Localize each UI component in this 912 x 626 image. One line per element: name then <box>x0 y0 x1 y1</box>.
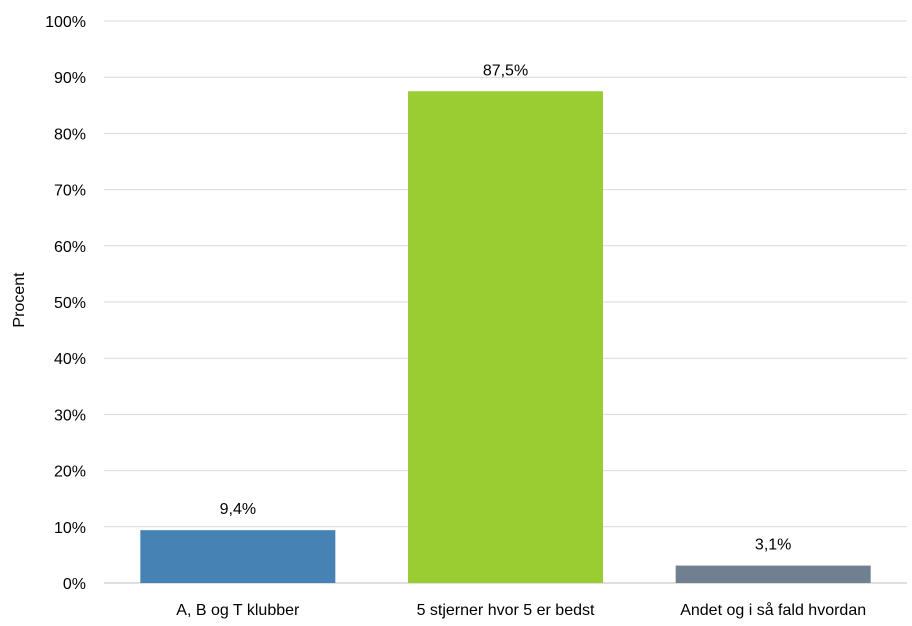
x-tick-label: 5 stjerner hvor 5 er bedst <box>417 602 595 619</box>
y-tick-label: 40% <box>54 351 86 368</box>
bar <box>140 530 336 583</box>
data-label: 3,1% <box>755 537 791 554</box>
x-tick-label: Andet og i så fald hvordan <box>680 601 866 619</box>
x-tick-label: A, B og T klubber <box>176 602 300 619</box>
y-tick-label: 10% <box>54 520 86 537</box>
y-tick-label: 50% <box>54 295 86 312</box>
y-tick-label: 70% <box>54 183 86 200</box>
data-labels: 9,4% 87,5% 3,1% <box>220 62 792 553</box>
y-axis-label: Procent <box>11 272 28 328</box>
y-tick-label: 0% <box>63 576 86 593</box>
y-tick-label: 90% <box>54 70 86 87</box>
y-tick-label: 80% <box>54 126 86 143</box>
y-axis-ticks: 0% 10% 20% 30% 40% 50% 60% 70% 80% 90% 100% <box>45 14 86 593</box>
data-label: 87,5% <box>483 62 528 79</box>
y-tick-label: 20% <box>54 464 86 481</box>
y-tick-label: 100% <box>45 14 86 31</box>
bar <box>408 91 603 583</box>
y-tick-label: 60% <box>54 239 86 256</box>
y-tick-label: 30% <box>54 407 86 424</box>
data-label: 9,4% <box>220 501 256 518</box>
x-axis-ticks: A, B og T klubber 5 stjerner hvor 5 er be… <box>176 601 866 619</box>
bar <box>675 565 871 583</box>
bars <box>140 91 871 583</box>
